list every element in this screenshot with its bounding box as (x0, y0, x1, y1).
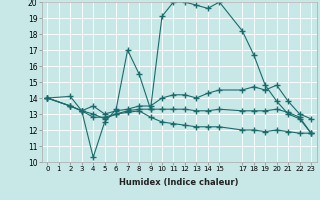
X-axis label: Humidex (Indice chaleur): Humidex (Indice chaleur) (119, 178, 239, 187)
